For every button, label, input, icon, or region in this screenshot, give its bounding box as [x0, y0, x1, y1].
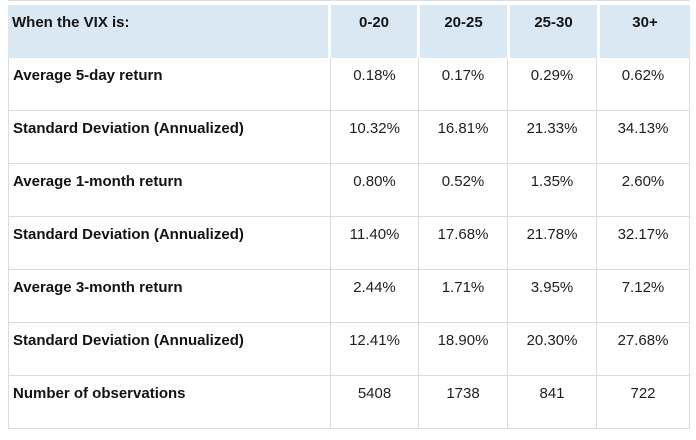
table-row: Number of observations 5408 1738 841 722: [9, 375, 689, 428]
row-label: Number of observations: [9, 376, 331, 428]
row-label: Average 1-month return: [9, 164, 331, 216]
header-col-20-25: 20-25: [420, 5, 507, 58]
header-col-30plus: 30+: [600, 5, 690, 58]
value-cell: 21.78%: [508, 217, 597, 269]
value-cell: 18.90%: [419, 323, 508, 375]
value-cell: 11.40%: [331, 217, 419, 269]
value-cell: 5408: [331, 376, 419, 428]
value-cell: 34.13%: [617, 120, 669, 137]
value-cell: 2.44%: [331, 270, 419, 322]
value-cell: 722: [630, 385, 656, 402]
value-cell: 7.12%: [621, 279, 665, 296]
value-cell: 0.29%: [508, 58, 597, 110]
vix-statistics-table: When the VIX is: 0-20 20-25 25-30 30+ Av…: [8, 0, 690, 429]
value-cell: 3.95%: [508, 270, 597, 322]
value-cell: 841: [508, 376, 597, 428]
table-row: Standard Deviation (Annualized) 11.40% 1…: [9, 216, 689, 269]
table-row: Average 5-day return 0.18% 0.17% 0.29% 0…: [9, 58, 689, 110]
value-cell: 16.81%: [419, 111, 508, 163]
value-cell: 0.62%: [621, 67, 665, 84]
value-cell: 12.41%: [331, 323, 419, 375]
value-cell: 27.68%: [617, 332, 669, 349]
table-row: Average 1-month return 0.80% 0.52% 1.35%…: [9, 163, 689, 216]
value-cell: 1.71%: [419, 270, 508, 322]
value-cell: 0.80%: [331, 164, 419, 216]
header-corner-label: When the VIX is:: [8, 5, 328, 58]
table-row: Average 3-month return 2.44% 1.71% 3.95%…: [9, 269, 689, 322]
value-cell: 0.17%: [419, 58, 508, 110]
value-cell: 10.32%: [331, 111, 419, 163]
header-col-25-30: 25-30: [510, 5, 597, 58]
value-cell: 20.30%: [508, 323, 597, 375]
value-cell: 2.60%: [621, 173, 665, 190]
value-cell: 32.17%: [617, 226, 669, 243]
table-row: Standard Deviation (Annualized) 12.41% 1…: [9, 322, 689, 375]
row-label: Standard Deviation (Annualized): [9, 323, 331, 375]
header-col-0-20: 0-20: [331, 5, 417, 58]
row-label: Standard Deviation (Annualized): [9, 217, 331, 269]
value-cell: 1738: [419, 376, 508, 428]
row-label: Average 3-month return: [9, 270, 331, 322]
row-label: Standard Deviation (Annualized): [9, 111, 331, 163]
row-label: Average 5-day return: [9, 58, 331, 110]
table-row: Standard Deviation (Annualized) 10.32% 1…: [9, 110, 689, 163]
table-body: Average 5-day return 0.18% 0.17% 0.29% 0…: [8, 58, 690, 429]
value-cell: 1.35%: [508, 164, 597, 216]
value-cell: 21.33%: [508, 111, 597, 163]
value-cell: 0.18%: [331, 58, 419, 110]
value-cell: 17.68%: [419, 217, 508, 269]
table-header-row: When the VIX is: 0-20 20-25 25-30 30+: [8, 5, 690, 58]
value-cell: 0.52%: [419, 164, 508, 216]
